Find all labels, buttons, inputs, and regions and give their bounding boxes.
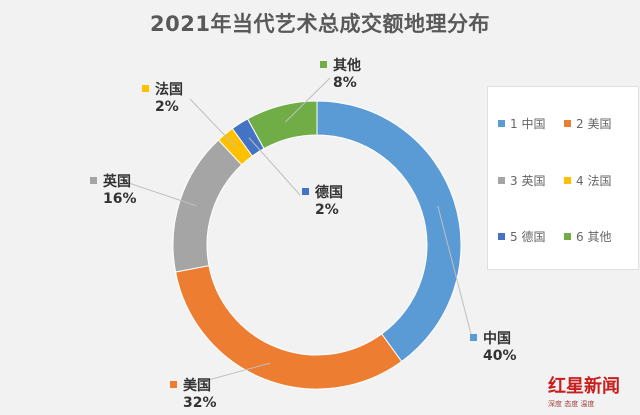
label-value-germany: 2%: [315, 202, 339, 218]
watermark-slogan: 深度 态度 温度: [548, 400, 595, 408]
legend-item-uk: 3 英国: [498, 172, 545, 189]
data-label-germany: 德国 2%: [302, 185, 343, 219]
data-label-usa: 美国 32%: [170, 378, 217, 412]
label-value-usa: 32%: [183, 395, 217, 411]
legend-label-other: 6 其他: [576, 230, 612, 244]
legend-label-usa: 2 美国: [576, 117, 612, 131]
legend-swatch-uk: [498, 177, 505, 184]
label-swatch-germany: [302, 188, 309, 195]
legend-label-france: 4 法国: [576, 174, 612, 188]
legend-swatch-france: [564, 177, 571, 184]
legend-item-usa: 2 美国: [564, 115, 611, 132]
legend-swatch-other: [564, 233, 571, 240]
label-name-other: 其他: [333, 58, 361, 74]
label-name-germany: 德国: [315, 185, 343, 201]
label-swatch-usa: [170, 381, 177, 388]
legend-item-other: 6 其他: [564, 228, 611, 245]
data-label-other: 其他 8%: [320, 58, 361, 92]
leader-line-china: [437, 205, 473, 339]
legend-item-germany: 5 德国: [498, 228, 545, 245]
label-value-uk: 16%: [103, 191, 137, 207]
label-value-china: 40%: [483, 348, 517, 364]
label-swatch-other: [320, 61, 327, 68]
label-name-usa: 美国: [183, 378, 211, 394]
legend-swatch-germany: [498, 233, 505, 240]
label-value-france: 2%: [155, 99, 179, 115]
source-watermark: 红星新闻 深度 态度 温度: [548, 372, 638, 412]
data-label-uk: 英国 16%: [90, 174, 137, 208]
label-swatch-china: [470, 334, 477, 341]
watermark-logo-text: 红星新闻: [548, 376, 620, 397]
leader-line-usa: [189, 362, 271, 386]
chart-title: 2021年当代艺术总成交额地理分布: [150, 12, 490, 36]
legend-label-china: 1 中国: [510, 117, 546, 131]
slice-usa: [174, 265, 403, 390]
label-name-china: 中国: [483, 331, 511, 347]
legend-label-germany: 5 德国: [510, 230, 546, 244]
data-label-china: 中国 40%: [470, 331, 517, 365]
chart-legend: 1 中国 2 美国 3 英国 4 法国 5 德国 6 其他: [487, 86, 639, 270]
label-swatch-france: [142, 85, 149, 92]
label-value-other: 8%: [333, 75, 357, 91]
label-name-france: 法国: [155, 82, 183, 98]
slice-uk: [172, 139, 243, 273]
leader-line-france: [189, 98, 237, 148]
legend-item-china: 1 中国: [498, 115, 545, 132]
slice-other: [246, 100, 318, 150]
legend-label-uk: 3 英国: [510, 174, 546, 188]
leader-line-germany: [248, 137, 301, 196]
legend-swatch-usa: [564, 120, 571, 127]
legend-item-france: 4 法国: [564, 172, 611, 189]
legend-swatch-china: [498, 120, 505, 127]
leader-line-uk: [119, 179, 197, 207]
data-label-france: 法国 2%: [142, 82, 183, 116]
leader-line-other: [285, 77, 331, 123]
label-name-uk: 英国: [103, 174, 131, 190]
label-swatch-uk: [90, 177, 97, 184]
slice-china: [316, 100, 462, 363]
